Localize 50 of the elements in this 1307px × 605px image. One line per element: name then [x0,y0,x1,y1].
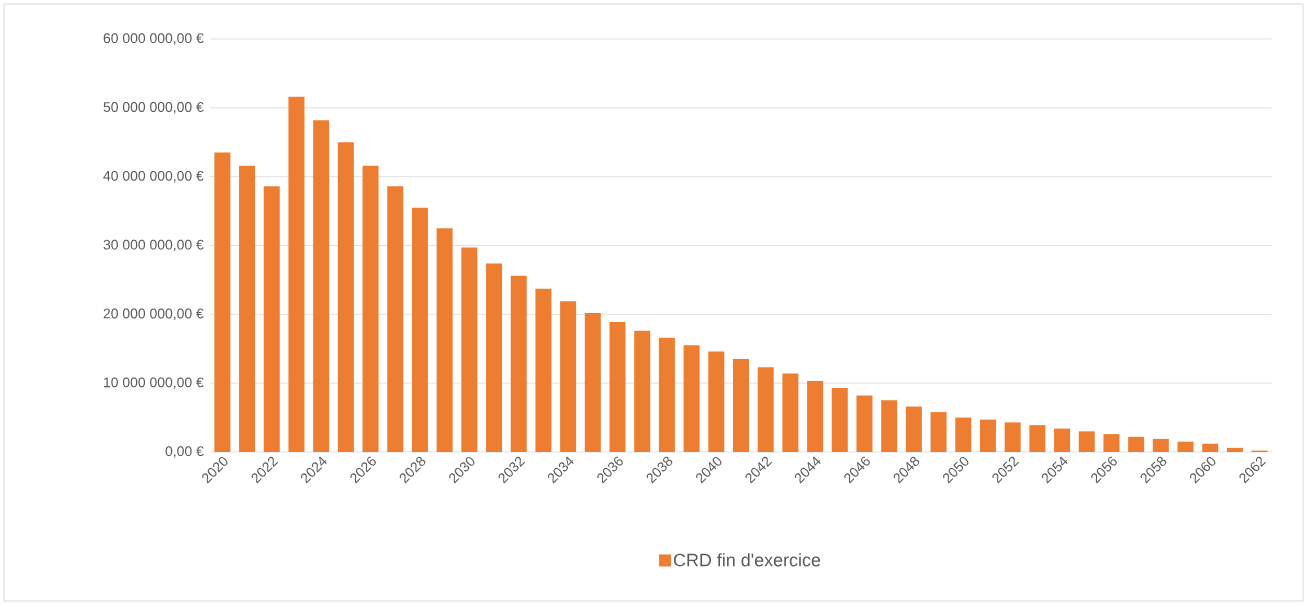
bar [708,351,725,452]
bar [930,412,947,452]
bar [584,312,601,452]
bar [658,337,675,452]
bar [1078,431,1095,452]
bar [807,381,824,452]
bar [757,367,774,452]
y-tick-label: 20 000 000,00 € [103,308,204,321]
bar [609,321,626,452]
legend-label: CRD fin d'exercice [673,553,821,567]
bar [782,373,799,452]
y-tick-label: 50 000 000,00 € [103,102,204,114]
bar [905,406,922,452]
bar [535,288,552,452]
bar [979,419,996,452]
y-tick-label: 60 000 000,00 € [103,33,204,45]
y-tick-label: 40 000 000,00 € [103,170,204,183]
bar [1029,425,1046,452]
bar [436,228,453,452]
bar [362,165,379,452]
bar [461,247,478,452]
bar [288,96,305,452]
bar [313,120,330,452]
bar [1226,447,1243,452]
bar [683,345,700,452]
bar [1128,436,1145,452]
bar [239,165,256,452]
bar [955,417,972,452]
bar [1004,422,1021,452]
bar [387,186,404,452]
bar [1152,438,1169,452]
bar [411,207,428,452]
bar [1103,434,1120,452]
bar [337,142,354,452]
bar [560,301,577,452]
bar [214,152,231,452]
bar [486,263,503,452]
bar [1202,443,1219,452]
bar [1177,441,1194,452]
bar [733,359,749,452]
bar [263,186,280,452]
y-tick-label: 0,00 € [165,446,204,458]
bar [881,400,898,452]
bar [856,395,873,452]
y-tick-label: 30 000 000,00 € [103,239,204,252]
y-tick-label: 10 000 000,00 € [104,377,204,389]
bar [634,330,651,452]
bar [1054,428,1071,452]
bar [831,387,848,452]
bar [510,275,527,452]
